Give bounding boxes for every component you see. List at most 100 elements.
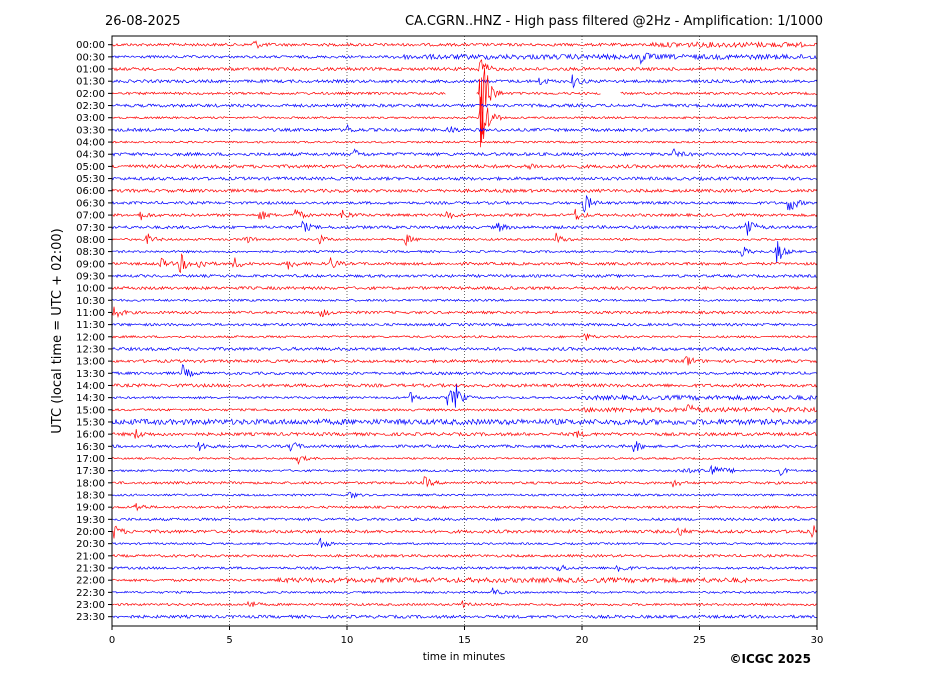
y-tick-label: 00:00 bbox=[76, 40, 105, 51]
chart-title: CA.CGRN..HNZ - High pass filtered @2Hz -… bbox=[405, 14, 823, 29]
y-tick-label: 12:00 bbox=[76, 332, 105, 343]
copyright-text: ©ICGC 2025 bbox=[729, 652, 811, 666]
y-tick-label: 23:30 bbox=[76, 612, 105, 623]
trace-row bbox=[111, 96, 818, 143]
x-tick-label: 30 bbox=[811, 635, 824, 646]
trace-row bbox=[111, 148, 818, 158]
y-tick-label: 16:30 bbox=[76, 442, 105, 453]
seismogram-traces bbox=[111, 40, 818, 620]
y-tick-label: 01:30 bbox=[76, 77, 105, 88]
trace-row bbox=[111, 525, 818, 539]
trace-row bbox=[111, 333, 818, 341]
y-tick-label: 20:00 bbox=[76, 527, 105, 538]
trace-row bbox=[111, 537, 818, 548]
trace-row bbox=[111, 306, 818, 319]
plot-frame bbox=[111, 35, 818, 627]
y-tick-label: 02:00 bbox=[76, 89, 105, 100]
trace-row bbox=[111, 298, 818, 303]
y-tick-label: 05:00 bbox=[76, 162, 105, 173]
trace-row bbox=[111, 455, 818, 466]
trace-row bbox=[111, 491, 818, 499]
trace-row bbox=[111, 600, 818, 609]
trace-row bbox=[111, 322, 817, 327]
trace-row bbox=[111, 553, 818, 558]
trace-row bbox=[111, 285, 818, 291]
y-tick-label: 13:30 bbox=[76, 369, 105, 380]
y-tick-label: 08:30 bbox=[76, 247, 105, 258]
trace-row bbox=[111, 476, 818, 488]
y-tick-label: 22:00 bbox=[76, 576, 105, 587]
trace-row bbox=[111, 163, 818, 171]
trace-row bbox=[111, 188, 818, 194]
y-tick-label: 09:30 bbox=[76, 271, 105, 282]
trace-row bbox=[111, 273, 818, 279]
trace-row bbox=[111, 232, 818, 247]
x-tick-label: 10 bbox=[341, 635, 354, 646]
trace-row bbox=[111, 67, 818, 148]
trace-row bbox=[111, 346, 818, 352]
trace-row bbox=[111, 74, 818, 89]
chart-date: 26-08-2025 bbox=[105, 14, 181, 29]
x-tick-label: 5 bbox=[226, 635, 232, 646]
x-tick-label: 25 bbox=[693, 635, 706, 646]
trace-row bbox=[111, 103, 818, 109]
y-tick-label: 10:00 bbox=[76, 284, 105, 295]
y-tick-label: 18:30 bbox=[76, 490, 105, 501]
trace-row bbox=[111, 52, 818, 65]
y-tick-label: 10:30 bbox=[76, 296, 105, 307]
trace-row bbox=[111, 564, 818, 572]
trace-row bbox=[112, 208, 818, 221]
y-tick-label: 07:30 bbox=[76, 223, 105, 234]
y-tick-label: 01:00 bbox=[76, 65, 105, 76]
x-tick-label: 15 bbox=[458, 635, 471, 646]
trace-row bbox=[111, 576, 818, 584]
y-tick-label: 18:00 bbox=[76, 478, 105, 489]
y-tick-label: 23:00 bbox=[76, 600, 105, 611]
y-tick-label: 15:00 bbox=[76, 405, 105, 416]
trace-row bbox=[111, 253, 818, 274]
y-tick-label: 12:30 bbox=[76, 344, 105, 355]
y-tick-label: 15:30 bbox=[76, 417, 105, 428]
trace-row bbox=[111, 194, 818, 213]
y-tick-label: 17:30 bbox=[76, 466, 105, 477]
trace-row bbox=[111, 123, 818, 133]
y-tick-label: 21:00 bbox=[76, 551, 105, 562]
trace-row bbox=[111, 587, 818, 595]
trace-row bbox=[111, 503, 818, 512]
y-tick-label: 14:00 bbox=[76, 381, 105, 392]
trace-row bbox=[111, 364, 818, 378]
y-tick-label: 21:30 bbox=[76, 564, 105, 575]
y-tick-label: 08:00 bbox=[76, 235, 105, 246]
y-tick-label: 07:00 bbox=[76, 211, 105, 222]
y-tick-label: 00:30 bbox=[76, 52, 105, 63]
y-tick-label: 20:30 bbox=[76, 539, 105, 550]
y-tick-label: 16:00 bbox=[76, 430, 105, 441]
y-tick-label: 04:00 bbox=[76, 138, 105, 149]
trace-row bbox=[111, 418, 818, 426]
y-tick-label: 04:30 bbox=[76, 150, 105, 161]
trace-row bbox=[111, 517, 818, 522]
trace-row bbox=[111, 176, 818, 182]
y-tick-label: 09:00 bbox=[76, 259, 105, 270]
y-tick-label: 22:30 bbox=[76, 588, 105, 599]
trace-row bbox=[111, 40, 818, 49]
y-tick-label: 13:00 bbox=[76, 357, 105, 368]
trace-row bbox=[111, 382, 818, 389]
y-tick-label: 11:00 bbox=[76, 308, 105, 319]
y-tick-label: 06:30 bbox=[76, 198, 105, 209]
trace-row bbox=[111, 464, 818, 477]
trace-row bbox=[111, 140, 818, 144]
y-axis-label: UTC (local time = UTC + 02:00) bbox=[50, 228, 65, 433]
y-tick-label: 19:30 bbox=[76, 515, 105, 526]
trace-row bbox=[111, 404, 818, 414]
y-tick-label: 02:30 bbox=[76, 101, 105, 112]
y-tick-label: 11:30 bbox=[76, 320, 105, 331]
x-tick-label: 0 bbox=[109, 635, 115, 646]
trace-row bbox=[111, 241, 818, 264]
y-tick-label: 05:30 bbox=[76, 174, 105, 185]
x-tick-label: 20 bbox=[576, 635, 589, 646]
y-tick-label: 19:00 bbox=[76, 503, 105, 514]
